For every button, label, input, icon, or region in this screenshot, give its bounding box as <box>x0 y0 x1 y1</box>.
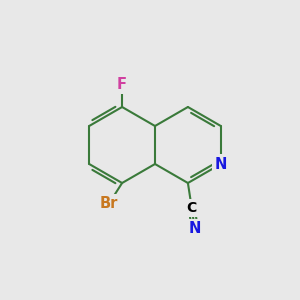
Text: C: C <box>187 201 197 215</box>
Text: N: N <box>189 221 201 236</box>
Text: N: N <box>214 157 227 172</box>
Text: F: F <box>117 77 127 92</box>
Text: Br: Br <box>100 196 118 211</box>
